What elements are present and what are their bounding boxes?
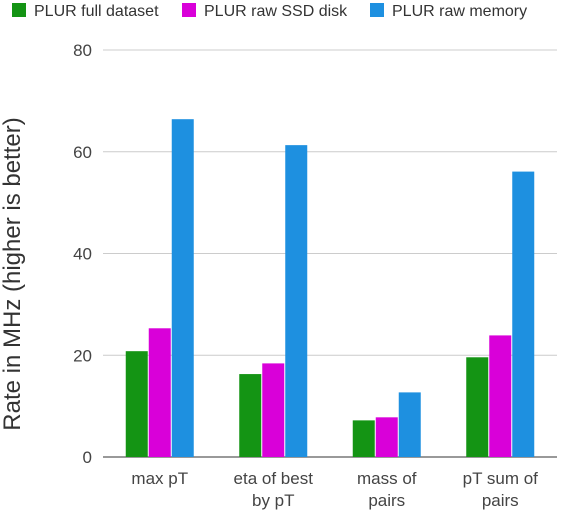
bar [512, 172, 534, 457]
legend-label: PLUR raw SSD disk [204, 3, 348, 20]
bar [262, 363, 284, 457]
y-axis-label: Rate in MHz (higher is better) [0, 117, 26, 430]
legend-label: PLUR full dataset [34, 3, 159, 20]
legend-swatch [12, 3, 26, 17]
bar [172, 119, 194, 457]
y-tick-label: 0 [83, 448, 92, 467]
bar [285, 145, 307, 457]
gridlines [103, 50, 557, 457]
bar [399, 392, 421, 457]
legend-label: PLUR raw memory [392, 3, 527, 20]
y-axis-ticks: 0 20 40 60 80 [73, 41, 92, 467]
bars [126, 119, 535, 457]
x-tick-label: pT sum of pairs [463, 469, 539, 510]
x-axis-ticks: max pT eta of best by pT mass of pairs pT sum… [131, 469, 538, 510]
bar [239, 374, 261, 457]
legend-item: PLUR raw memory [370, 3, 527, 20]
x-tick-label: max pT [131, 469, 188, 488]
legend: PLUR full dataset PLUR raw SSD disk PLUR r… [12, 3, 527, 20]
legend-swatch [370, 3, 384, 17]
bar [126, 351, 148, 457]
y-tick-label: 60 [73, 143, 92, 162]
x-tick-label: eta of best by pT [234, 469, 314, 510]
y-tick-label: 80 [73, 41, 92, 60]
bar [376, 417, 398, 457]
bar [353, 420, 375, 457]
legend-item: PLUR full dataset [12, 3, 159, 20]
y-tick-label: 40 [73, 245, 92, 264]
legend-item: PLUR raw SSD disk [182, 3, 348, 20]
x-tick-label: mass of pairs [357, 469, 417, 510]
bar [466, 357, 488, 457]
legend-swatch [182, 3, 196, 17]
y-tick-label: 20 [73, 346, 92, 365]
bar [149, 328, 171, 457]
bar [489, 335, 511, 457]
